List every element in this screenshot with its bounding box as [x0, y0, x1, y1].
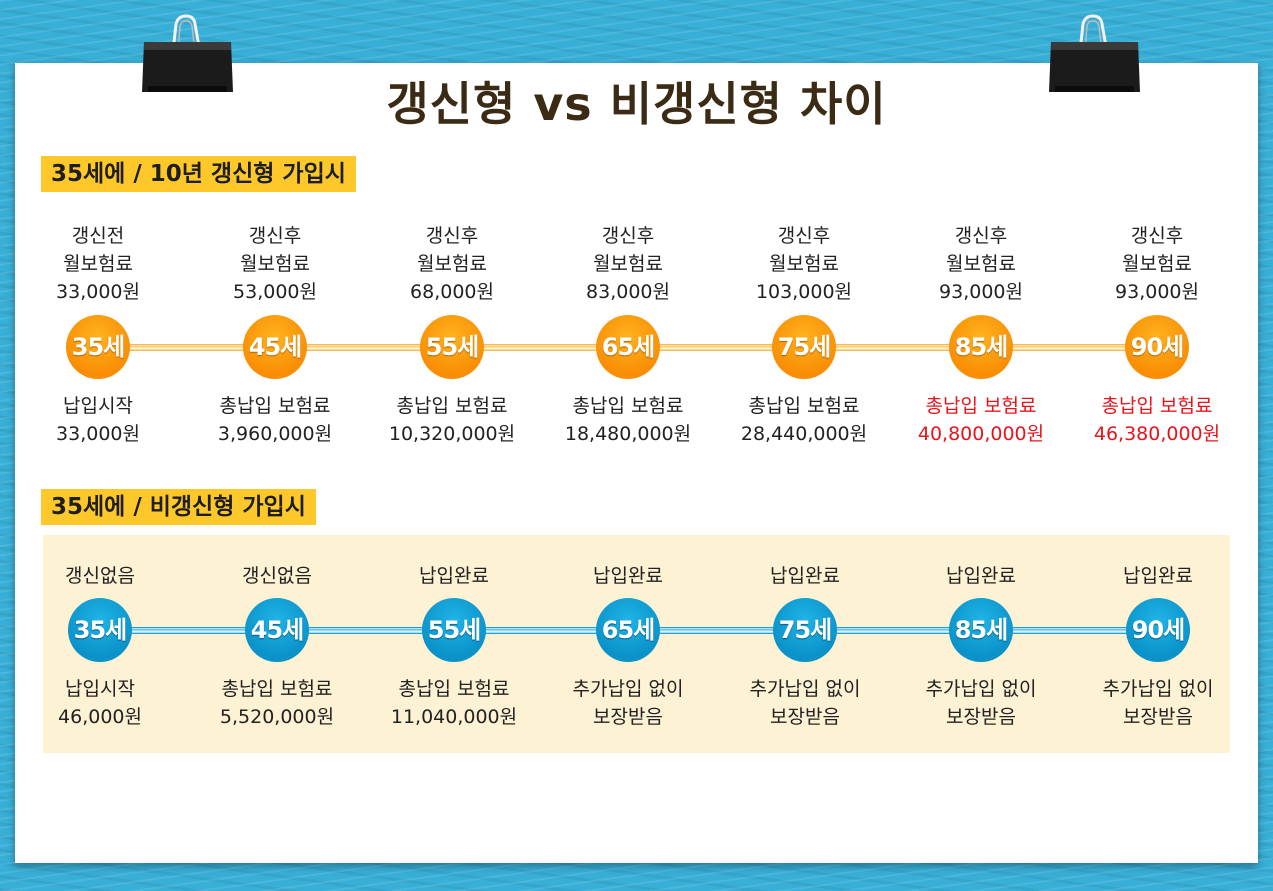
age-marker-75: 75세 — [773, 598, 837, 662]
age-marker-85: 85세 — [949, 598, 1013, 662]
age-marker-65: 65세 — [596, 315, 660, 379]
age-marker-90: 90세 — [1126, 598, 1190, 662]
renewal-top-text: 갱신후 월보험료 93,000원 — [939, 225, 1023, 303]
renewal-bottom-text: 총납입 보험료 3,960,000원 — [217, 395, 333, 445]
renewal-top-text: 갱신후 월보험료 93,000원 — [1115, 225, 1199, 303]
renewal-top-text: 갱신전 월보험료 33,000원 — [56, 225, 140, 303]
renewal-section-label: 35세에 / 10년 갱신형 가입시 — [41, 156, 356, 192]
age-marker-65: 65세 — [596, 598, 660, 662]
renewal-top-text: 갱신후 월보험료 103,000원 — [755, 225, 853, 303]
page-title: 갱신형 vs 비갱신형 차이 — [386, 77, 887, 131]
renewal-top-text: 갱신후 월보험료 53,000원 — [233, 225, 317, 303]
renewal-bottom-text: 납입시작 33,000원 — [56, 395, 140, 445]
renewal-bottom-text-highlight: 총납입 보험료 40,800,000원 — [917, 395, 1045, 445]
age-marker-90: 90세 — [1125, 315, 1189, 379]
nonrenewal-top-text: 갱신없음 — [65, 565, 135, 587]
renewal-bottom-text-highlight: 총납입 보험료 46,380,000원 — [1093, 395, 1221, 445]
age-marker-45: 45세 — [245, 598, 309, 662]
nonrenewal-top-text: 납입완료 — [1123, 565, 1193, 587]
nonrenewal-bottom-text: 납입시작 46,000원 — [58, 678, 142, 728]
renewal-top-text: 갱신후 월보험료 83,000원 — [586, 225, 670, 303]
binder-clip-icon — [1047, 12, 1142, 100]
age-marker-35: 35세 — [68, 598, 132, 662]
renewal-bottom-text: 총납입 보험료 18,480,000원 — [564, 395, 692, 445]
binder-clip-icon — [140, 12, 235, 100]
age-marker-45: 45세 — [243, 315, 307, 379]
nonrenewal-top-text: 납입완료 — [946, 565, 1016, 587]
nonrenewal-bottom-text: 총납입 보험료 5,520,000원 — [219, 678, 335, 728]
nonrenewal-top-text: 납입완료 — [770, 565, 840, 587]
nonrenewal-bottom-text: 추가납입 없이 보장받음 — [925, 678, 1037, 728]
nonrenewal-top-text: 납입완료 — [419, 565, 489, 587]
age-marker-55: 55세 — [420, 315, 484, 379]
nonrenewal-bottom-text: 추가납입 없이 보장받음 — [572, 678, 684, 728]
renewal-bottom-text: 총납입 보험료 10,320,000원 — [388, 395, 516, 445]
nonrenewal-bottom-text: 추가납입 없이 보장받음 — [749, 678, 861, 728]
nonrenewal-top-text: 갱신없음 — [242, 565, 312, 587]
renewal-bottom-text: 총납입 보험료 28,440,000원 — [740, 395, 868, 445]
renewal-top-text: 갱신후 월보험료 68,000원 — [410, 225, 494, 303]
nonrenewal-bottom-text: 추가납입 없이 보장받음 — [1102, 678, 1214, 728]
nonrenewal-bottom-text: 총납입 보험료 11,040,000원 — [390, 678, 518, 728]
age-marker-75: 75세 — [772, 315, 836, 379]
age-marker-55: 55세 — [422, 598, 486, 662]
nonrenewal-top-text: 납입완료 — [593, 565, 663, 587]
age-marker-85: 85세 — [949, 315, 1013, 379]
age-marker-35: 35세 — [66, 315, 130, 379]
nonrenewal-section-label: 35세에 / 비갱신형 가입시 — [41, 489, 316, 525]
